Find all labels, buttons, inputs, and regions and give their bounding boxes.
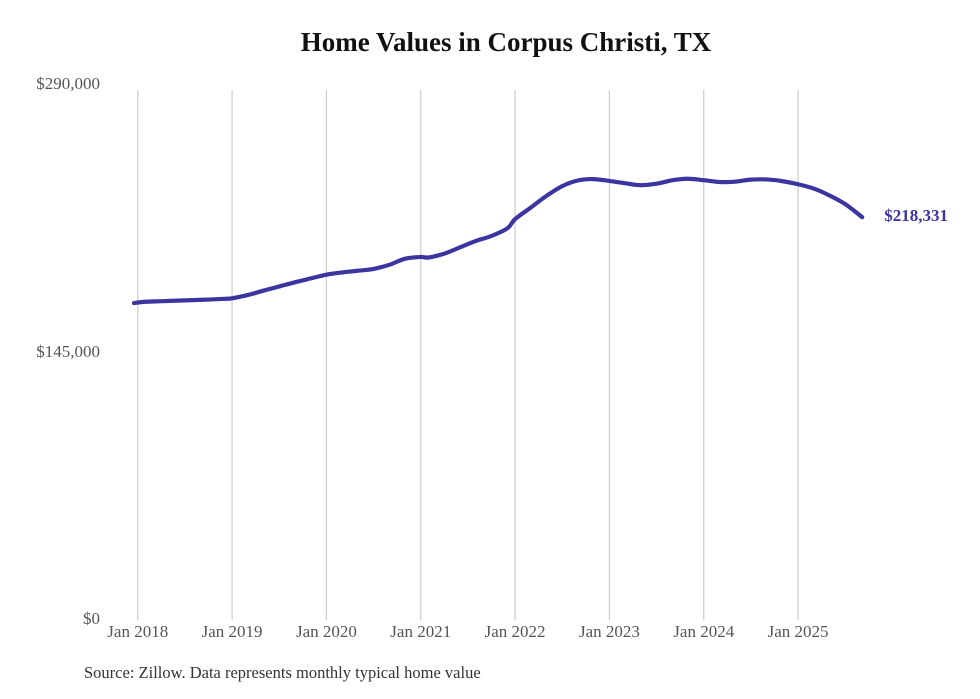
y-tick-label-145000: $145,000 [36, 341, 100, 361]
end-value-label: $218,331 [884, 206, 948, 226]
y-tick-label-0: $0 [83, 609, 100, 628]
x-tick-label-jan-2025: Jan 2025 [767, 622, 829, 641]
source-note: Source: Zillow. Data represents monthly … [84, 663, 481, 682]
x-tick-label-jan-2021: Jan 2021 [390, 622, 452, 641]
y-tick-label-290000: $290,000 [36, 74, 100, 93]
x-tick-label-jan-2018: Jan 2018 [107, 622, 169, 641]
x-tick-label-jan-2020: Jan 2020 [295, 622, 357, 641]
gridlines [137, 90, 799, 620]
data-series-line [131, 176, 865, 306]
series-line-typical-home-value [131, 176, 865, 306]
x-tick-label-jan-2022: Jan 2022 [484, 622, 546, 641]
x-tick-label-jan-2023: Jan 2023 [578, 622, 640, 641]
x-tick-label-jan-2024: Jan 2024 [673, 622, 735, 641]
x-tick-label-jan-2019: Jan 2019 [201, 622, 263, 641]
chart-title: Home Values in Corpus Christi, TX [300, 27, 712, 57]
